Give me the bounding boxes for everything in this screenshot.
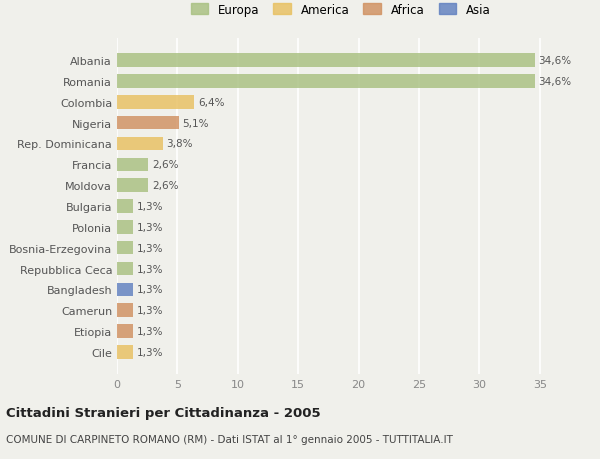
Bar [117, 54, 535, 68]
Bar [117, 241, 133, 255]
Bar [117, 200, 133, 213]
Bar [117, 283, 133, 297]
Text: 2,6%: 2,6% [152, 160, 179, 170]
Text: COMUNE DI CARPINETO ROMANO (RM) - Dati ISTAT al 1° gennaio 2005 - TUTTITALIA.IT: COMUNE DI CARPINETO ROMANO (RM) - Dati I… [6, 434, 453, 444]
Bar [117, 304, 133, 317]
Text: 1,3%: 1,3% [136, 222, 163, 232]
Bar [117, 96, 194, 109]
Text: 1,3%: 1,3% [136, 243, 163, 253]
Legend: Europa, America, Africa, Asia: Europa, America, Africa, Asia [188, 1, 493, 19]
Text: 1,3%: 1,3% [136, 264, 163, 274]
Text: 5,1%: 5,1% [182, 118, 209, 129]
Bar [117, 221, 133, 234]
Text: 1,3%: 1,3% [136, 326, 163, 336]
Bar [117, 117, 179, 130]
Text: 1,3%: 1,3% [136, 285, 163, 295]
Text: 1,3%: 1,3% [136, 202, 163, 212]
Text: 6,4%: 6,4% [198, 98, 224, 107]
Bar [117, 158, 148, 172]
Bar [117, 75, 535, 89]
Text: 1,3%: 1,3% [136, 347, 163, 357]
Bar [117, 179, 148, 192]
Bar [117, 262, 133, 276]
Bar [117, 325, 133, 338]
Text: Cittadini Stranieri per Cittadinanza - 2005: Cittadini Stranieri per Cittadinanza - 2… [6, 406, 320, 419]
Text: 1,3%: 1,3% [136, 306, 163, 315]
Bar [117, 345, 133, 359]
Text: 3,8%: 3,8% [167, 139, 193, 149]
Text: 34,6%: 34,6% [539, 77, 572, 87]
Text: 34,6%: 34,6% [539, 56, 572, 66]
Bar [117, 137, 163, 151]
Text: 2,6%: 2,6% [152, 181, 179, 191]
